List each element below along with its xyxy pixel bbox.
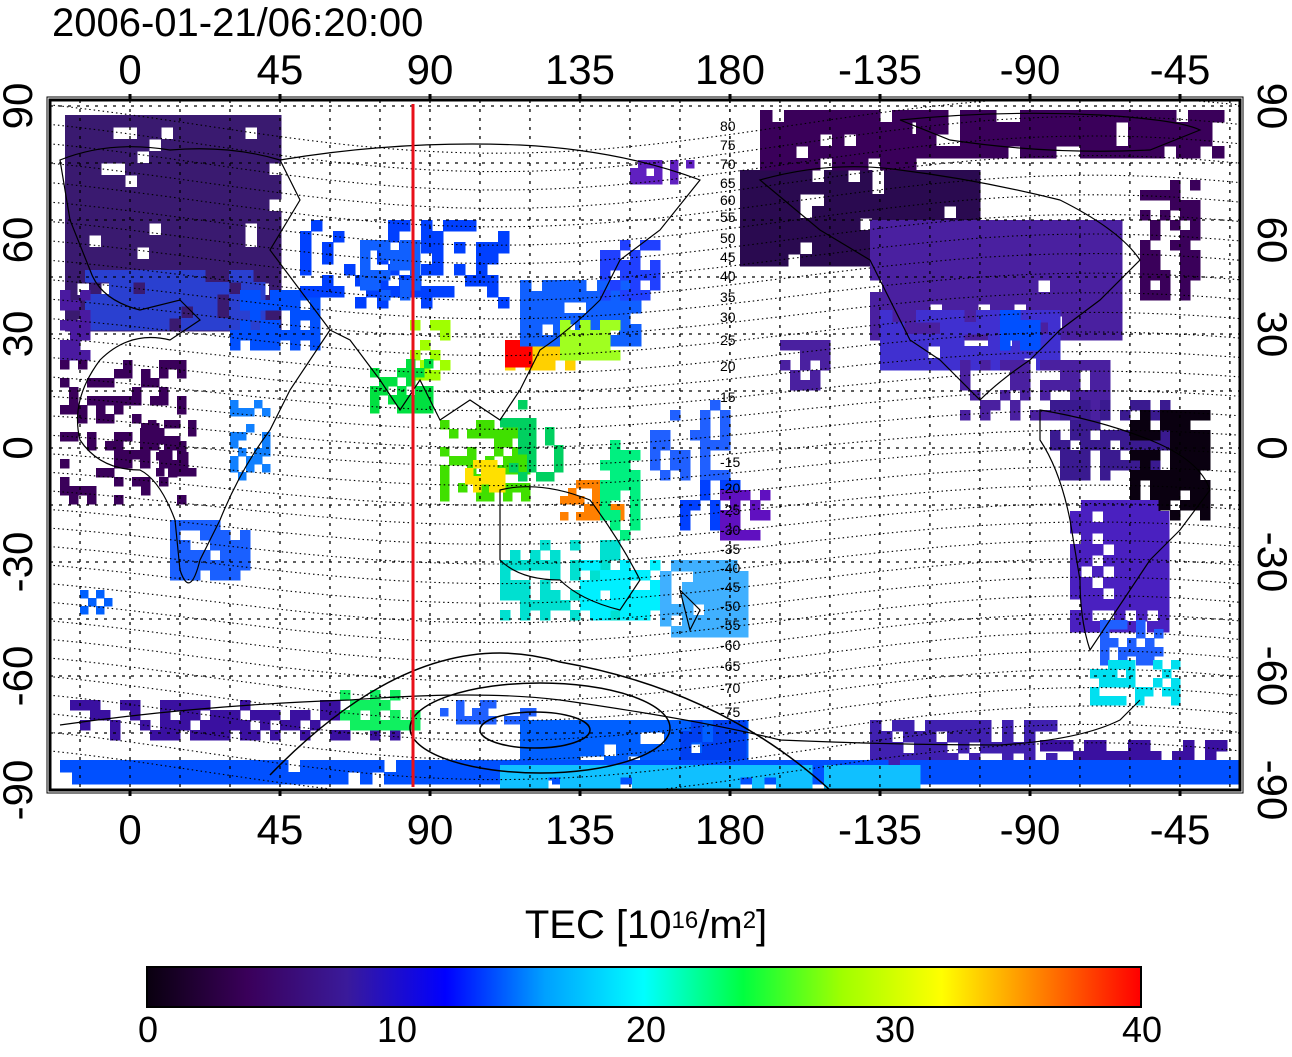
- colorbar-tick-40: 40: [1121, 1009, 1163, 1050]
- lat-tick-left: -30: [0, 532, 41, 593]
- contour-label: 30: [720, 309, 736, 325]
- lat-tick-right: 60: [1249, 217, 1292, 264]
- tec-map: 8075706560555045403530252015-15-20-25-30…: [0, 46, 1292, 853]
- lon-tick-top: 90: [407, 46, 454, 93]
- lon-tick-top: -135: [838, 46, 922, 93]
- map-title: 2006-01-21/06:20:00: [52, 1, 424, 45]
- lon-tick-top: 135: [545, 46, 615, 93]
- plot-frame: [48, 98, 1242, 792]
- contour-label: -50: [720, 598, 740, 614]
- lon-tick-bottom: -90: [1000, 806, 1061, 853]
- contour-label: 70: [720, 156, 736, 172]
- contour-label: -45: [720, 579, 740, 595]
- lon-tick-bottom: -135: [838, 806, 922, 853]
- axis-tick-labels: 0 45 90 135 180 -135 -90 -450 45 90 135 180 -135 -90-…: [0, 46, 1292, 853]
- contour-label: 55: [720, 209, 736, 225]
- lat-tick-left: 30: [0, 311, 41, 358]
- colorbar-tick-20: 20: [625, 1009, 667, 1050]
- tec-data-layer: [60, 110, 1240, 790]
- contour-label: -65: [720, 658, 740, 674]
- lon-tick-bottom: -45: [1150, 806, 1211, 853]
- lat-tick-right: -30: [1249, 532, 1292, 593]
- lat-tick-right: 90: [1249, 83, 1292, 130]
- grid-layer: [50, 100, 1240, 790]
- lon-tick-top: 45: [257, 46, 304, 93]
- contour-label: 15: [720, 389, 736, 405]
- contour-label: 75: [720, 137, 736, 153]
- contour-label: 50: [720, 230, 736, 246]
- colorbar-tick-0: 0: [137, 1009, 159, 1050]
- contour-label: -75: [720, 704, 740, 720]
- contour-label: -60: [720, 637, 740, 653]
- contour-label: -15: [720, 454, 740, 470]
- contour-label: 80: [720, 118, 736, 134]
- contour-label: -70: [720, 680, 740, 696]
- coastlines: [59, 112, 1211, 746]
- colorbar-title: TEC [1016/m2]: [524, 903, 768, 947]
- contour-label: 20: [720, 358, 736, 374]
- contour-label: 35: [720, 289, 736, 305]
- contour-label: 65: [720, 175, 736, 191]
- lon-tick-bottom: 180: [695, 806, 765, 853]
- lon-tick-top: -45: [1150, 46, 1211, 93]
- lat-tick-left: 0: [0, 436, 41, 459]
- contour-label: 45: [720, 249, 736, 265]
- colorbar-tick-10: 10: [376, 1009, 418, 1050]
- contour-label: -55: [720, 617, 740, 633]
- contour-label: 60: [720, 192, 736, 208]
- lat-tick-right: 30: [1249, 311, 1292, 358]
- lat-tick-left: -60: [0, 646, 41, 707]
- lon-tick-bottom: 45: [257, 806, 304, 853]
- contour-label: 25: [720, 332, 736, 348]
- lon-tick-top: -90: [1000, 46, 1061, 93]
- colorbar-tick-30: 30: [874, 1009, 916, 1050]
- contour-label: -35: [720, 541, 740, 557]
- lat-tick-right: -60: [1249, 646, 1292, 707]
- lat-tick-left: 90: [0, 83, 41, 130]
- contour-label: -20: [720, 480, 740, 496]
- lon-tick-bottom: 0: [118, 806, 141, 853]
- lat-tick-left: -90: [0, 760, 41, 821]
- contour-label: -25: [720, 502, 740, 518]
- lon-tick-top: 0: [118, 46, 141, 93]
- contour-label: -40: [720, 560, 740, 576]
- lon-tick-top: 180: [695, 46, 765, 93]
- lon-tick-bottom: 90: [407, 806, 454, 853]
- contour-label: -30: [720, 522, 740, 538]
- lat-tick-left: 60: [0, 217, 41, 264]
- lon-tick-bottom: 135: [545, 806, 615, 853]
- magnetic-latitude-contours: [50, 100, 1240, 790]
- lat-tick-right: 0: [1249, 436, 1292, 459]
- lat-tick-right: -90: [1249, 760, 1292, 821]
- plot-outer-frame: [46, 96, 1244, 794]
- contour-label: 40: [720, 268, 736, 284]
- colorbar: [146, 966, 1142, 1008]
